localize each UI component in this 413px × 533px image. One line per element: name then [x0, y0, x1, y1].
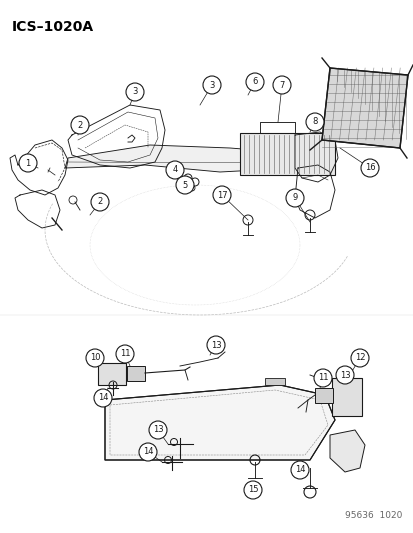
Text: 14: 14: [142, 448, 153, 456]
Circle shape: [176, 176, 194, 194]
Text: 16: 16: [364, 164, 375, 173]
Circle shape: [86, 349, 104, 367]
Text: 13: 13: [210, 341, 221, 350]
FancyBboxPatch shape: [314, 388, 332, 403]
Circle shape: [335, 366, 353, 384]
Text: 1: 1: [25, 158, 31, 167]
Text: 12: 12: [354, 353, 364, 362]
Circle shape: [94, 389, 112, 407]
Polygon shape: [105, 385, 334, 460]
Text: 3: 3: [132, 87, 138, 96]
Text: 4: 4: [172, 166, 177, 174]
Text: 14: 14: [97, 393, 108, 402]
Text: 17: 17: [216, 190, 227, 199]
Circle shape: [71, 116, 89, 134]
Circle shape: [139, 443, 157, 461]
Text: 8: 8: [311, 117, 317, 126]
Text: 6: 6: [252, 77, 257, 86]
Polygon shape: [264, 378, 284, 385]
FancyBboxPatch shape: [98, 363, 126, 385]
Polygon shape: [329, 430, 364, 472]
Circle shape: [360, 159, 378, 177]
Text: 13: 13: [339, 370, 349, 379]
Circle shape: [305, 113, 323, 131]
Text: 13: 13: [152, 425, 163, 434]
Circle shape: [285, 189, 303, 207]
Circle shape: [149, 421, 166, 439]
Circle shape: [126, 83, 144, 101]
Text: 11: 11: [317, 374, 328, 383]
Circle shape: [116, 345, 134, 363]
Polygon shape: [321, 68, 407, 148]
Text: 9: 9: [292, 193, 297, 203]
Text: 5: 5: [182, 181, 187, 190]
Circle shape: [350, 349, 368, 367]
Circle shape: [206, 336, 224, 354]
Circle shape: [91, 193, 109, 211]
Text: 10: 10: [90, 353, 100, 362]
Text: 7: 7: [279, 80, 284, 90]
Circle shape: [166, 161, 183, 179]
Text: 11: 11: [119, 350, 130, 359]
Text: 95636  1020: 95636 1020: [344, 511, 401, 520]
Circle shape: [19, 154, 37, 172]
Circle shape: [272, 76, 290, 94]
Circle shape: [313, 369, 331, 387]
Circle shape: [212, 186, 230, 204]
Text: 15: 15: [247, 486, 258, 495]
Text: 3: 3: [209, 80, 214, 90]
Text: 2: 2: [97, 198, 102, 206]
Circle shape: [245, 73, 263, 91]
Text: 2: 2: [77, 120, 83, 130]
FancyBboxPatch shape: [127, 366, 145, 381]
Circle shape: [202, 76, 221, 94]
Circle shape: [290, 461, 308, 479]
Text: 14: 14: [294, 465, 304, 474]
Text: ICS–1020A: ICS–1020A: [12, 20, 94, 34]
Circle shape: [243, 481, 261, 499]
FancyBboxPatch shape: [240, 133, 334, 175]
Polygon shape: [65, 145, 299, 172]
FancyBboxPatch shape: [331, 378, 361, 416]
